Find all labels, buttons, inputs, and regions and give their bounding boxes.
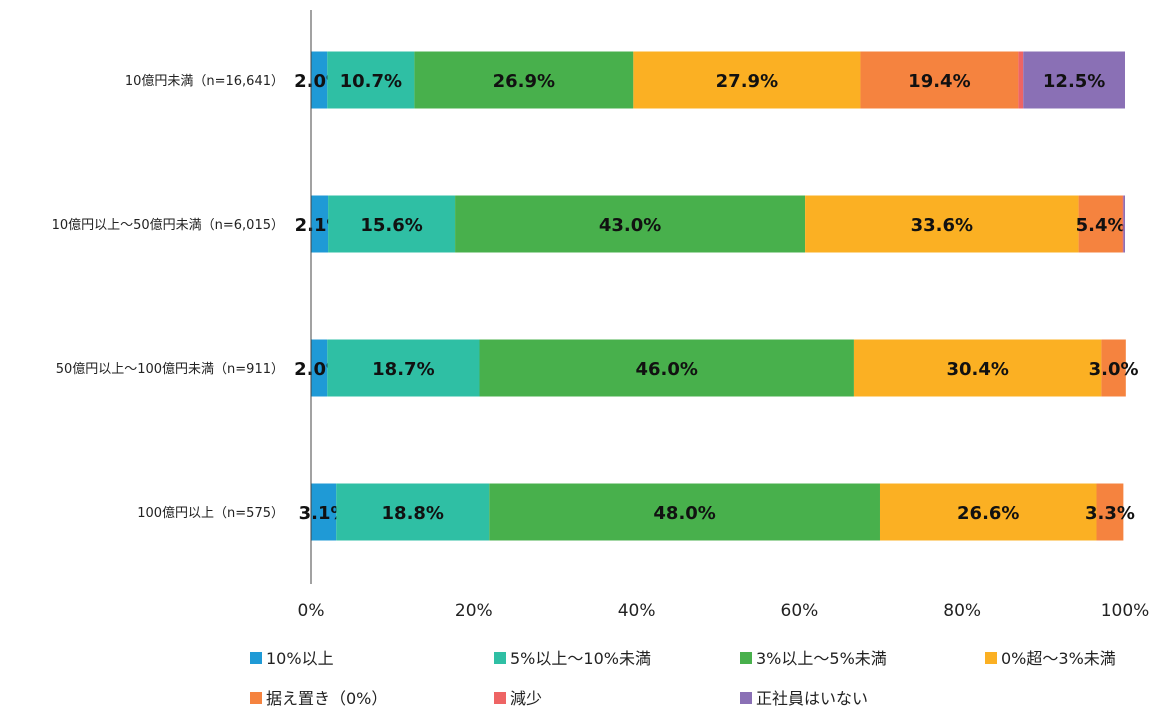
legend-swatch xyxy=(740,692,752,704)
bar-segment xyxy=(311,51,328,109)
category-label: 10億円以上～50億円未満（n=6,015） xyxy=(52,217,284,233)
legend-label: 10%以上 xyxy=(266,649,334,668)
data-label: 27.9% xyxy=(716,71,778,92)
bar-segment xyxy=(311,339,328,397)
bar-segment xyxy=(1122,195,1124,253)
legend-label: 据え置き（0%） xyxy=(266,689,387,708)
legend-swatch xyxy=(985,652,997,664)
bar-segment xyxy=(1123,195,1125,253)
bar-segment xyxy=(860,51,1019,109)
data-label: 33.6% xyxy=(911,215,973,236)
bar-segment xyxy=(1018,51,1024,109)
bar-segment xyxy=(1096,483,1124,541)
data-label: 12.5% xyxy=(1043,71,1105,92)
data-label: 3.3% xyxy=(1085,503,1135,524)
bar-segment xyxy=(311,195,329,253)
legend-label: 5%以上～10%未満 xyxy=(510,649,651,668)
legend-swatch xyxy=(740,652,752,664)
x-tick-label: 40% xyxy=(618,601,656,621)
bar-segment xyxy=(1023,51,1125,109)
bar-segment xyxy=(489,483,880,541)
bar-segment xyxy=(1101,339,1126,397)
x-tick-label: 20% xyxy=(455,601,493,621)
legend-label: 0%超～3%未満 xyxy=(1001,649,1116,668)
bar-segment xyxy=(336,483,490,541)
data-label: 30.4% xyxy=(946,359,1008,380)
bar-segment xyxy=(455,195,806,253)
data-label: 18.7% xyxy=(372,359,434,380)
bar-segment xyxy=(414,51,634,109)
data-label: 5.4% xyxy=(1076,215,1126,236)
legend-swatch xyxy=(494,692,506,704)
data-label: 26.9% xyxy=(493,71,555,92)
category-label: 100億円以上（n=575） xyxy=(137,505,284,521)
bar-segment xyxy=(805,195,1079,253)
legend-label: 減少 xyxy=(510,689,542,708)
bar-segment xyxy=(327,339,480,397)
bar-segment xyxy=(879,483,1097,541)
data-label: 43.0% xyxy=(599,215,661,236)
bar-segment xyxy=(328,195,456,253)
bar-segment xyxy=(633,51,861,109)
data-label: 26.6% xyxy=(957,503,1019,524)
bar-segment xyxy=(1078,195,1123,253)
legend-swatch xyxy=(250,652,262,664)
bar-segment xyxy=(853,339,1102,397)
category-label: 50億円以上～100億円未満（n=911） xyxy=(56,361,284,377)
legend-label: 正社員はいない xyxy=(756,689,868,708)
data-label: 19.4% xyxy=(908,71,970,92)
data-label: 18.8% xyxy=(382,503,444,524)
x-tick-label: 60% xyxy=(781,601,819,621)
data-label: 15.6% xyxy=(360,215,422,236)
bar-segment xyxy=(311,483,337,541)
bar-segment xyxy=(327,51,415,109)
x-tick-label: 80% xyxy=(943,601,981,621)
data-label: 48.0% xyxy=(653,503,715,524)
data-label: 46.0% xyxy=(635,359,697,380)
legend-label: 3%以上～5%未満 xyxy=(756,649,887,668)
bar-segment xyxy=(479,339,854,397)
data-label: 10.7% xyxy=(340,71,402,92)
legend-swatch xyxy=(250,692,262,704)
legend-swatch xyxy=(494,652,506,664)
data-label: 3.0% xyxy=(1089,359,1139,380)
x-tick-label: 0% xyxy=(298,601,325,621)
x-tick-label: 100% xyxy=(1101,601,1150,621)
category-label: 10億円未満（n=16,641） xyxy=(125,73,284,89)
